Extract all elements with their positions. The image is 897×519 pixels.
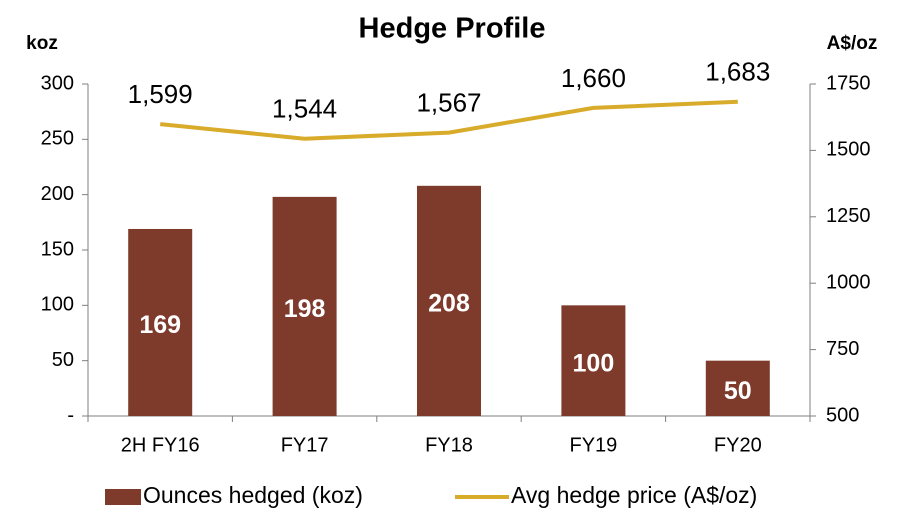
x-tick-label: FY17: [281, 434, 329, 456]
bar: [128, 228, 193, 416]
bar-value-label: 169: [139, 311, 181, 339]
y2-tick-label: 750: [826, 338, 859, 360]
chart-title: Hedge Profile: [359, 13, 546, 45]
legend-label: Avg hedge price (A$/oz): [511, 482, 757, 508]
legend-swatch: [105, 489, 141, 505]
y2-axis-label: A$/oz: [827, 33, 878, 54]
y-tick-label: 300: [41, 72, 74, 94]
y-axis-label: koz: [26, 33, 58, 54]
y2-tick-label: 1750: [826, 72, 871, 94]
y-tick-label: -: [67, 404, 74, 426]
line-value-label: 1,599: [128, 79, 193, 109]
price-line: [159, 99, 738, 141]
y2-tick-label: 1500: [826, 139, 871, 161]
line-value-label: 1,660: [561, 63, 626, 93]
y-tick-label: 200: [41, 183, 74, 205]
bar: [417, 185, 481, 416]
y2-tick-label: 1250: [826, 205, 871, 227]
bar-value-label: 198: [284, 295, 326, 323]
x-tick-label: FY20: [714, 434, 762, 456]
x-tick-label: 2H FY16: [121, 434, 200, 456]
y-tick-label: 150: [41, 238, 74, 260]
y-tick-label: 250: [41, 128, 74, 150]
bar-value-label: 100: [573, 349, 615, 377]
line-value-label: 1,567: [416, 87, 481, 117]
y-tick-label: 100: [41, 294, 74, 316]
bar-value-label: 208: [428, 290, 470, 318]
y-tick-label: 50: [52, 349, 74, 371]
line-value-label: 1,683: [705, 57, 770, 87]
bar: [705, 360, 770, 416]
line-value-label: 1,544: [272, 94, 337, 124]
y2-tick-label: 500: [826, 404, 859, 426]
x-tick-label: FY18: [425, 434, 473, 456]
legend-label: Ounces hedged (koz): [143, 482, 363, 508]
bar: [561, 305, 626, 416]
y2-tick-label: 1000: [826, 271, 871, 293]
x-tick-label: FY19: [569, 434, 617, 456]
bar: [272, 196, 337, 416]
bar-value-label: 50: [724, 377, 752, 405]
